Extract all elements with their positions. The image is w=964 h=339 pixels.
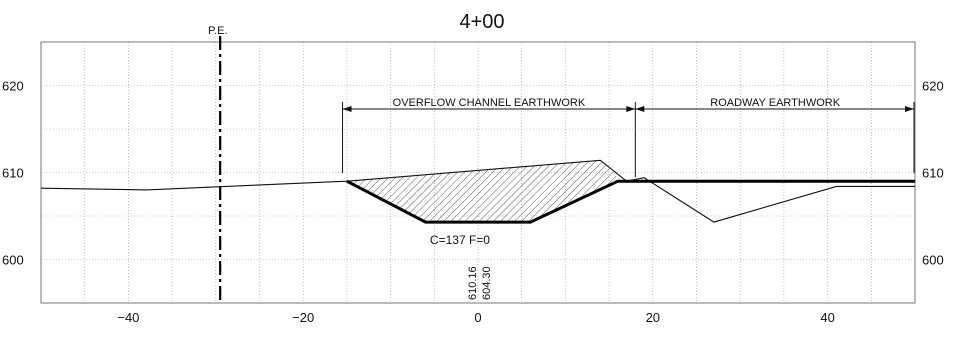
design-profile-line — [346, 179, 915, 224]
elevation-existing: 610.16 — [467, 266, 479, 300]
overflow-arrow-left — [342, 106, 352, 112]
annotation-layer: P.E. OVERFLOW CHANNEL EARTHWORK ROADWAY … — [208, 25, 915, 303]
pe-label: P.E. — [208, 25, 227, 37]
x-tick-label: 20 — [646, 310, 660, 325]
y-tick-label-right: 600 — [922, 253, 944, 268]
y-tick-label-left: 600 — [2, 253, 24, 268]
roadway-arrow-right — [905, 106, 914, 112]
y-tick-label-right: 610 — [922, 166, 944, 181]
y-tick-labels-left: 620 610 600 — [2, 79, 24, 268]
roadway-arrow-left — [635, 106, 645, 112]
y-tick-labels-right: 620 610 600 — [922, 79, 944, 268]
x-tick-label: −40 — [117, 310, 139, 325]
x-tick-labels: −40 −20 0 20 40 — [117, 310, 834, 325]
volumes-label: C=137 F=0 — [430, 233, 490, 247]
overflow-arrow-right — [626, 106, 636, 112]
x-tick-label: 40 — [820, 310, 834, 325]
y-tick-label-right: 620 — [922, 79, 944, 94]
x-tick-label: −20 — [292, 310, 314, 325]
elevation-design: 604.30 — [481, 266, 493, 300]
x-tick-label: 0 — [474, 310, 481, 325]
y-tick-label-left: 610 — [2, 166, 24, 181]
overflow-label: OVERFLOW CHANNEL EARTHWORK — [393, 97, 586, 109]
y-tick-label-left: 620 — [2, 79, 24, 94]
series-layer — [40, 159, 915, 224]
roadway-label: ROADWAY EARTHWORK — [710, 97, 840, 109]
station-title: 4+00 — [459, 11, 504, 33]
